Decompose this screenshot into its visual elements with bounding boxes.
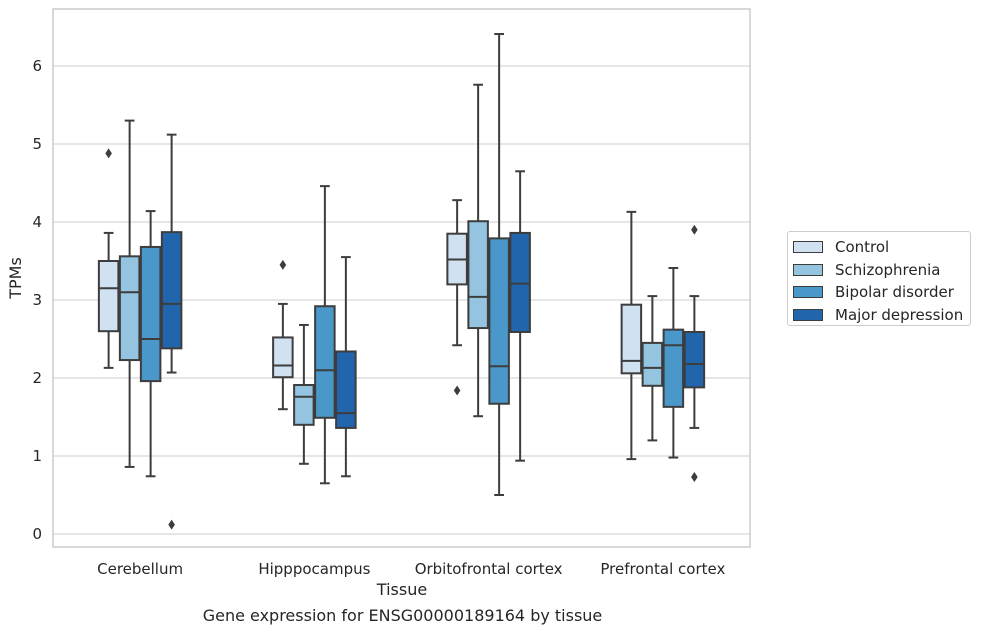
outlier-point: [691, 224, 698, 235]
outlier-point: [453, 385, 461, 396]
x-tick-label: Hipppocampus: [258, 560, 370, 578]
legend-item: Bipolar disorder: [793, 281, 970, 304]
legend-label: Control: [835, 238, 890, 257]
legend-swatch: [793, 308, 823, 321]
box: [620, 303, 643, 375]
box: [160, 231, 183, 350]
outlier-point: [279, 259, 287, 270]
legend-label: Bipolar disorder: [835, 283, 954, 302]
x-tick-label: Prefrontal cortex: [600, 560, 725, 578]
outlier-point: [105, 148, 112, 159]
box: [272, 336, 294, 379]
series-control: [97, 148, 643, 461]
legend-swatch: [793, 286, 823, 299]
x-tick-label: Orbitofrontal cortex: [415, 560, 563, 578]
box: [118, 255, 141, 362]
y-tick-label: 3: [32, 291, 42, 309]
legend: Control Schizophrenia Bipolar disorder Majo…: [787, 231, 971, 326]
y-tick-label: 0: [32, 525, 42, 543]
figure-caption: Gene expression for ENSG00000189164 by t…: [202, 606, 603, 625]
box: [488, 237, 510, 405]
y-tick-label: 5: [32, 135, 42, 153]
box-series: [97, 33, 706, 530]
box: [293, 384, 315, 426]
legend-item: Major depression: [793, 304, 970, 327]
legend-item: Schizophrenia: [793, 259, 970, 282]
box: [467, 220, 489, 330]
box: [641, 341, 664, 387]
y-tick-label: 4: [32, 213, 42, 231]
y-axis-label: TPMs: [6, 257, 25, 300]
series-bipolar-disorder: [139, 33, 685, 496]
series-schizophrenia: [118, 83, 664, 468]
legend-label: Major depression: [835, 305, 964, 324]
box: [509, 231, 531, 333]
y-tick-labels: 0 1 2 3 4 5 6: [32, 57, 42, 543]
box: [97, 260, 120, 333]
x-axis-label: Tissue: [376, 580, 427, 599]
y-tick-label: 1: [32, 447, 42, 465]
box: [662, 328, 685, 408]
y-tick-label: 2: [32, 369, 42, 387]
y-tick-label: 6: [32, 57, 42, 75]
plot-frame: [52, 8, 751, 548]
box: [335, 350, 357, 429]
box: [683, 330, 706, 389]
legend-label: Schizophrenia: [835, 260, 941, 279]
legend-item: Control: [793, 236, 970, 259]
outlier-point: [168, 519, 175, 530]
box: [314, 305, 336, 419]
x-tick-labels: Cerebellum Hipppocampus Orbitofrontal cort…: [97, 560, 725, 578]
legend-swatch: [793, 263, 823, 276]
legend-swatch: [793, 241, 823, 254]
box: [139, 245, 162, 383]
series-major-depression: [160, 133, 706, 530]
outlier-point: [691, 472, 698, 483]
x-tick-label: Cerebellum: [97, 560, 183, 578]
